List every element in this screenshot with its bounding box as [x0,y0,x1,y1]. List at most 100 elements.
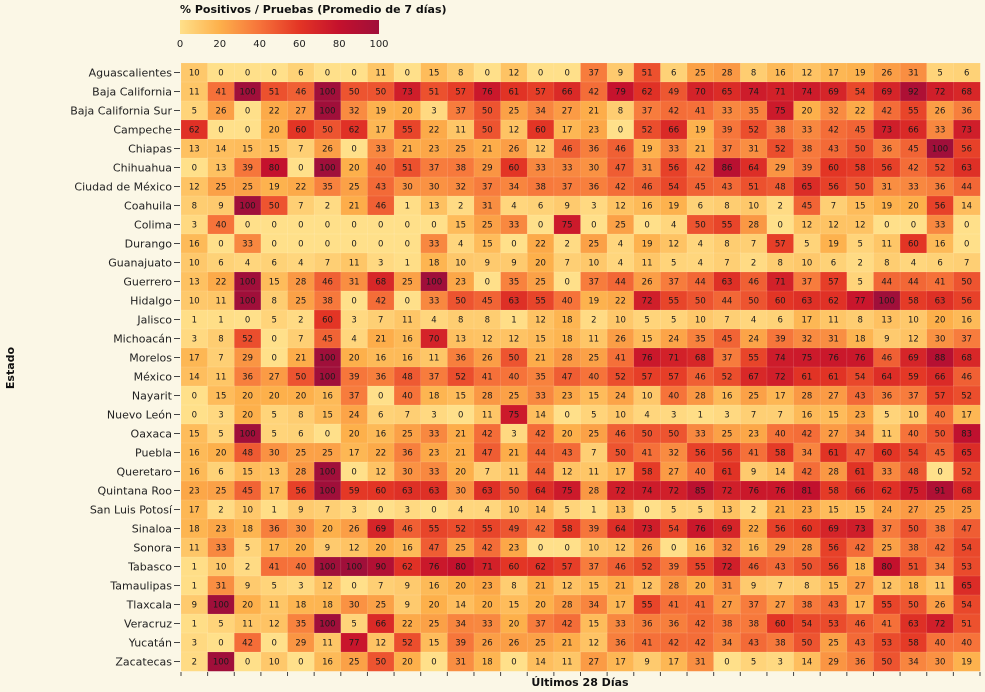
cell-value-label: 37 [642,107,653,117]
cell-value-label: 60 [322,316,333,326]
cell-value-label: 20 [535,601,546,611]
cell-value-label: 50 [482,107,493,117]
cell-value-label: 100 [213,658,229,668]
cell-value-label: 17 [801,316,812,326]
cell-value-label: 12 [509,335,520,345]
cell-value-label: 60 [881,449,892,459]
row-label: Sonora [133,542,172,555]
cell-value-label: 0 [564,544,569,554]
cell-value-label: 32 [722,544,733,554]
cell-value-label: 80 [455,563,466,573]
cell-value-label: 26 [322,145,333,155]
cell-value-label: 73 [402,88,413,98]
cell-value-label: 3 [298,582,303,592]
cell-value-label: 6 [831,259,836,269]
cell-value-label: 76 [429,563,440,573]
cell-value-label: 34 [535,107,546,117]
cell-value-label: 0 [325,240,330,250]
cell-value-label: 17 [375,126,386,136]
cell-value-label: 57 [775,240,786,250]
cell-value-label: 56 [961,297,972,307]
cell-value-label: 37 [535,620,546,630]
cell-value-label: 8 [458,316,463,326]
cell-value-label: 27 [269,373,280,383]
cell-value-label: 60 [295,126,306,136]
cell-value-label: 20 [801,107,812,117]
cell-value-label: 8 [511,582,516,592]
cell-value-label: 100 [319,164,335,174]
x-axis-label: Últimos 28 Días [531,676,629,689]
cell-value-label: 50 [801,563,812,573]
cell-value-label: 45 [695,183,706,193]
cell-value-label: 3 [218,411,223,421]
cell-value-label: 20 [482,601,493,611]
cell-value-label: 17 [349,449,360,459]
cell-value-label: 25 [935,506,946,516]
cell-value-label: 56 [722,449,733,459]
cell-value-label: 12 [509,69,520,79]
cell-value-label: 21 [695,145,706,155]
cell-value-label: 31 [482,202,493,212]
cell-value-label: 73 [642,525,653,535]
cell-value-label: 44 [908,278,919,288]
cell-value-label: 63 [722,278,733,288]
cell-value-label: 0 [405,297,410,307]
color-legend-ticks: 0 20 40 60 80 100 [177,39,389,50]
cell-value-label: 9 [298,506,303,516]
cell-value-label: 36 [615,639,626,649]
cell-value-label: 34 [509,183,520,193]
cell-value-label: 100 [319,107,335,117]
row-label: Quintana Roo [97,485,172,498]
cell-value-label: 19 [642,240,653,250]
cell-value-label: 26 [935,107,946,117]
cell-value-label: 0 [218,639,223,649]
cell-value-label: 25 [722,430,733,440]
cell-value-label: 15 [429,639,440,649]
cell-value-label: 46 [402,525,413,535]
cell-value-label: 33 [509,221,520,231]
cell-value-label: 5 [671,259,676,269]
cell-value-label: 5 [591,411,596,421]
cell-value-label: 17 [828,69,839,79]
cell-value-label: 5 [245,544,250,554]
cell-value-label: 37 [588,278,599,288]
cell-value-label: 74 [775,354,786,364]
cell-value-label: 71 [775,88,786,98]
cell-value-label: 25 [402,430,413,440]
cell-value-label: 74 [801,88,812,98]
cell-value-label: 51 [402,164,413,174]
cell-value-label: 9 [884,335,889,345]
cell-value-label: 25 [216,183,227,193]
cell-value-label: 43 [775,563,786,573]
row-label: Jalisco [136,314,172,327]
cell-value-label: 11 [828,316,839,326]
cell-value-label: 34 [722,639,733,649]
cell-value-label: 14 [189,373,200,383]
cell-value-label: 7 [778,582,783,592]
cell-value-label: 5 [751,658,756,668]
cell-value-label: 0 [325,69,330,79]
cell-value-label: 14 [535,411,546,421]
cell-value-label: 75 [801,354,812,364]
cell-value-label: 7 [564,259,569,269]
cell-value-label: 18 [189,525,200,535]
cell-value-label: 3 [192,335,197,345]
cell-value-label: 33 [695,430,706,440]
cell-value-label: 18 [562,335,573,345]
cell-value-label: 33 [242,240,253,250]
cell-value-label: 37 [668,278,679,288]
cell-value-label: 5 [272,582,277,592]
cell-value-label: 10 [242,506,253,516]
cell-value-label: 20 [295,392,306,402]
cell-value-label: 69 [881,88,892,98]
row-label: Guerrero [123,276,172,289]
cell-value-label: 0 [351,468,356,478]
legend-tick-label: 40 [253,39,266,50]
cell-value-label: 72 [615,487,626,497]
cell-value-label: 31 [216,582,227,592]
cell-value-label: 55 [695,563,706,573]
cell-value-label: 5 [272,411,277,421]
cell-value-label: 25 [588,430,599,440]
cell-value-label: 61 [828,449,839,459]
cell-value-label: 76 [482,88,493,98]
